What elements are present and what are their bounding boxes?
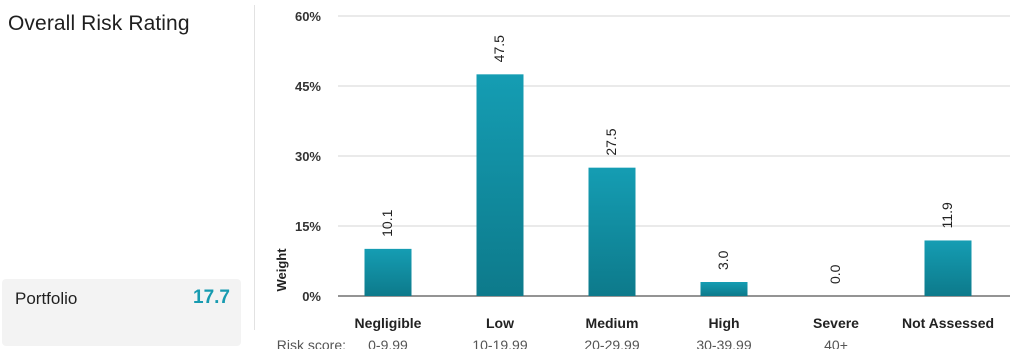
y-tick-label: 60% bbox=[295, 9, 321, 24]
risk-score-range: 0-9.99 bbox=[368, 337, 408, 349]
data-label: 11.9 bbox=[939, 202, 955, 228]
bar bbox=[588, 167, 636, 296]
y-axis-ticks: 0% 15% 30% 45% 60% bbox=[295, 9, 321, 304]
y-tick-label: 45% bbox=[295, 79, 321, 94]
grid-lines bbox=[338, 15, 1010, 297]
panel-divider bbox=[254, 5, 255, 330]
risk-score-range: 20-29.99 bbox=[584, 337, 639, 349]
bar bbox=[700, 282, 748, 296]
risk-score-range: 30-39.99 bbox=[696, 337, 751, 349]
bar bbox=[476, 74, 524, 296]
x-category-label: Severe bbox=[813, 315, 859, 331]
data-label: 27.5 bbox=[603, 128, 619, 155]
data-label: 3.0 bbox=[715, 250, 731, 270]
data-labels: 10.1 47.5 27.5 3.0 0.0 11.9 bbox=[379, 35, 955, 284]
y-axis-label: Weight bbox=[274, 248, 289, 292]
y-tick-label: 30% bbox=[295, 149, 321, 164]
bar bbox=[924, 240, 972, 296]
risk-score-label: Risk score: bbox=[277, 337, 346, 349]
panel-title: Overall Risk Rating bbox=[8, 12, 190, 35]
x-category-label: Low bbox=[486, 315, 514, 331]
bars bbox=[364, 74, 972, 296]
risk-score-range: 10-19.99 bbox=[472, 337, 527, 349]
data-label: 0.0 bbox=[827, 264, 843, 284]
x-category-label: Negligible bbox=[355, 315, 422, 331]
y-tick-label: 15% bbox=[295, 219, 321, 234]
portfolio-score-card: Portfolio 17.7 bbox=[2, 279, 241, 346]
left-panel: Overall Risk Rating Portfolio 17.7 bbox=[0, 0, 250, 349]
risk-score-range: 40+ bbox=[824, 337, 848, 349]
portfolio-label: Portfolio bbox=[15, 289, 78, 308]
x-axis: Negligible 0-9.99 Low 10-19.99 Medium 20-29.9… bbox=[277, 315, 994, 349]
data-label: 47.5 bbox=[491, 35, 507, 62]
x-category-label: Medium bbox=[586, 315, 639, 331]
risk-rating-bar-chart: 0% 15% 30% 45% 60% 10.1 47.5 27.5 3.0 0.0 11.9 Ne… bbox=[274, 9, 1010, 349]
x-category-label: Not Assessed bbox=[902, 315, 994, 331]
x-category-label: High bbox=[708, 315, 739, 331]
portfolio-score-value: 17.7 bbox=[193, 287, 230, 308]
y-tick-label: 0% bbox=[302, 289, 321, 304]
data-label: 10.1 bbox=[379, 209, 395, 236]
bar bbox=[364, 248, 412, 296]
